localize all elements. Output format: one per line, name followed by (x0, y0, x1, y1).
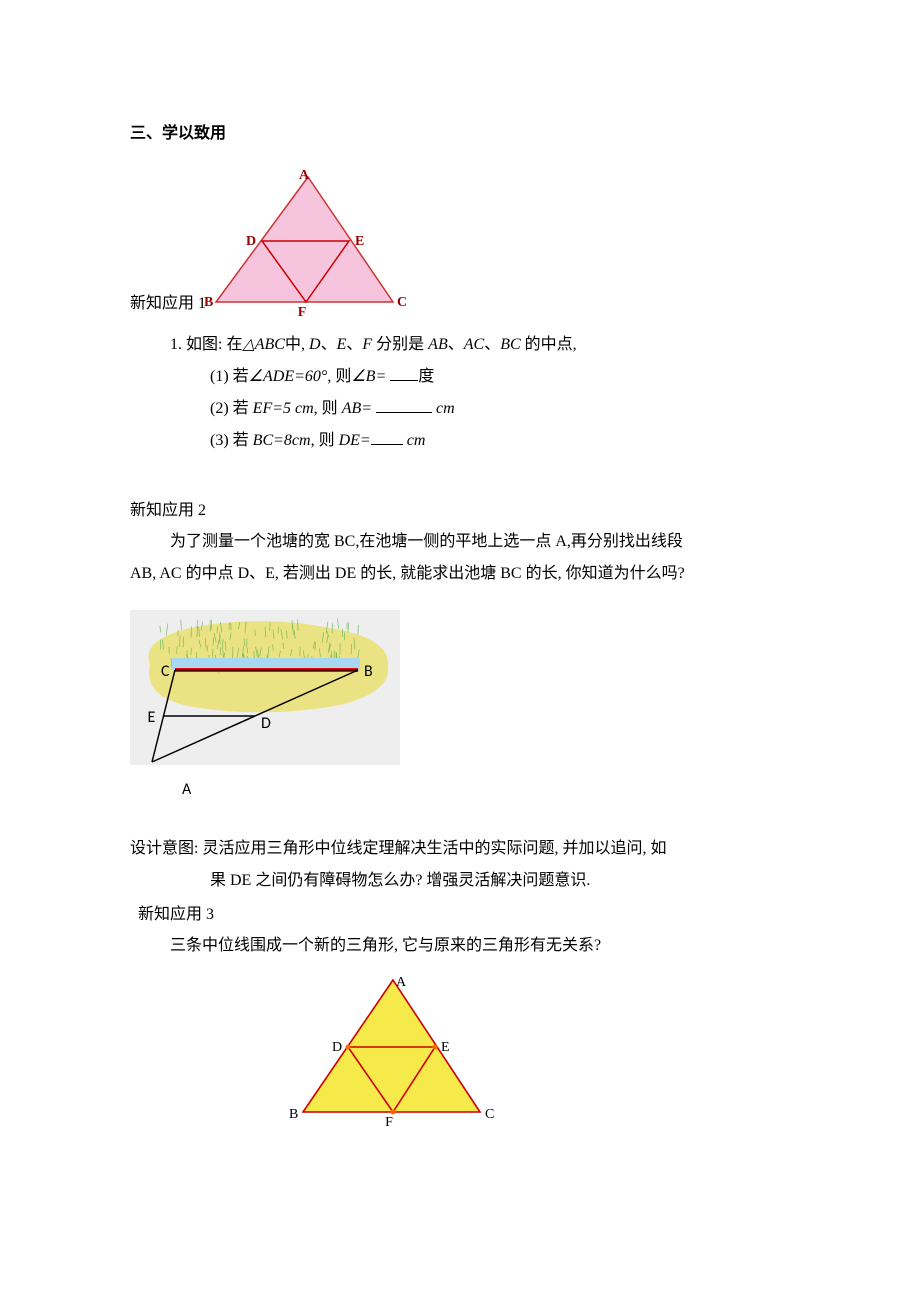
svg-text:B: B (289, 1107, 298, 1122)
question-1: (1) 若∠ADE=60°, 则∠B= 度 (210, 361, 790, 393)
q1-blank[interactable] (390, 380, 418, 381)
q2-suffix: cm (432, 400, 455, 417)
svg-text:B: B (204, 295, 213, 310)
triangle-3-diagram: A B C D E F (285, 972, 500, 1132)
q1-suffix: 度 (418, 368, 434, 385)
q2-ef: EF=5 cm (253, 400, 314, 417)
p1-tri: △ABC (242, 336, 285, 353)
svg-text:A: A (182, 780, 192, 799)
p1-sep3: 、 (448, 336, 464, 353)
p1-ac: AC (464, 336, 484, 353)
p1-bc: BC (500, 336, 520, 353)
q2-prefix: (2) 若 (210, 400, 253, 417)
svg-text:D: D (332, 1040, 342, 1055)
svg-text:B: B (364, 662, 373, 681)
p1-sep2: 、 (346, 336, 362, 353)
p1-sep1: 、 (321, 336, 337, 353)
question-2: (2) 若 EF=5 cm, 则 AB= cm (210, 393, 790, 425)
svg-text:C: C (397, 295, 407, 310)
svg-text:A: A (299, 169, 310, 183)
q1-mid: , 则 (327, 368, 351, 385)
q3-blank[interactable] (371, 444, 403, 445)
q1-prefix: (1) 若 (210, 368, 249, 385)
svg-text:F: F (298, 305, 307, 319)
p1-ab: AB (428, 336, 448, 353)
design-intent-line2: 果 DE 之间仍有障碍物怎么办? 增强灵活解决问题意识. (210, 865, 790, 897)
app2-line1: 为了测量一个池塘的宽 BC,在池塘一侧的平地上选一点 A,再分别找出线段 (170, 526, 790, 558)
q2-ab: AB= (342, 400, 372, 417)
app1-label: 新知应用 1 (130, 290, 206, 319)
svg-text:C: C (161, 662, 170, 681)
q2-blank[interactable] (376, 412, 432, 413)
q3-mid: , 则 (311, 432, 339, 449)
svg-text:F: F (385, 1115, 393, 1130)
p1-mid: 中, (285, 336, 309, 353)
svg-text:E: E (148, 708, 156, 727)
q3-prefix: (3) 若 (210, 432, 253, 449)
q3-de: DE= (339, 432, 371, 449)
svg-text:D: D (261, 714, 271, 733)
app2-label: 新知应用 2 (130, 497, 790, 526)
svg-text:A: A (396, 975, 407, 990)
section-heading: 三、学以致用 (130, 120, 790, 149)
p1-e: E (337, 336, 347, 353)
app3-label: 新知应用 3 (138, 901, 790, 930)
svg-text:C: C (485, 1107, 494, 1122)
p1-sep4: 、 (484, 336, 500, 353)
svg-text:D: D (246, 234, 256, 249)
svg-text:E: E (441, 1040, 450, 1055)
problem-1-header: 1. 如图: 在△ABC中, D、E、F 分别是 AB、AC、BC 的中点, (170, 329, 790, 361)
p1-prefix: 1. 如图: 在 (170, 336, 242, 353)
q1-angleb: ∠B= (351, 368, 386, 385)
p1-d: D (309, 336, 321, 353)
q3-bc: BC=8cm (253, 432, 311, 449)
app3-text: 三条中位线围成一个新的三角形, 它与原来的三角形有无关系? (170, 930, 790, 962)
design-intent-line1: 设计意图: 灵活应用三角形中位线定理解决生活中的实际问题, 并加以追问, 如 (130, 833, 790, 865)
q1-angle: ∠ADE=60° (249, 368, 328, 385)
svg-text:E: E (355, 234, 364, 249)
p1-suffix: 的中点, (525, 336, 577, 353)
app2-line2: AB, AC 的中点 D、E, 若测出 DE 的长, 就能求出池塘 BC 的长,… (130, 558, 790, 590)
triangle-1-diagram: A B C D E F (198, 169, 413, 319)
p1-mid2: 分别是 (376, 336, 428, 353)
q3-suffix: cm (403, 432, 426, 449)
pond-wrapper: C B E D A (130, 610, 790, 816)
pond-diagram: C B E D A (130, 610, 400, 805)
q2-mid: , 则 (314, 400, 342, 417)
p1-f: F (362, 336, 372, 353)
question-3: (3) 若 BC=8cm, 则 DE= cm (210, 425, 790, 457)
app1-row: 新知应用 1 A B C D E F (130, 169, 790, 319)
